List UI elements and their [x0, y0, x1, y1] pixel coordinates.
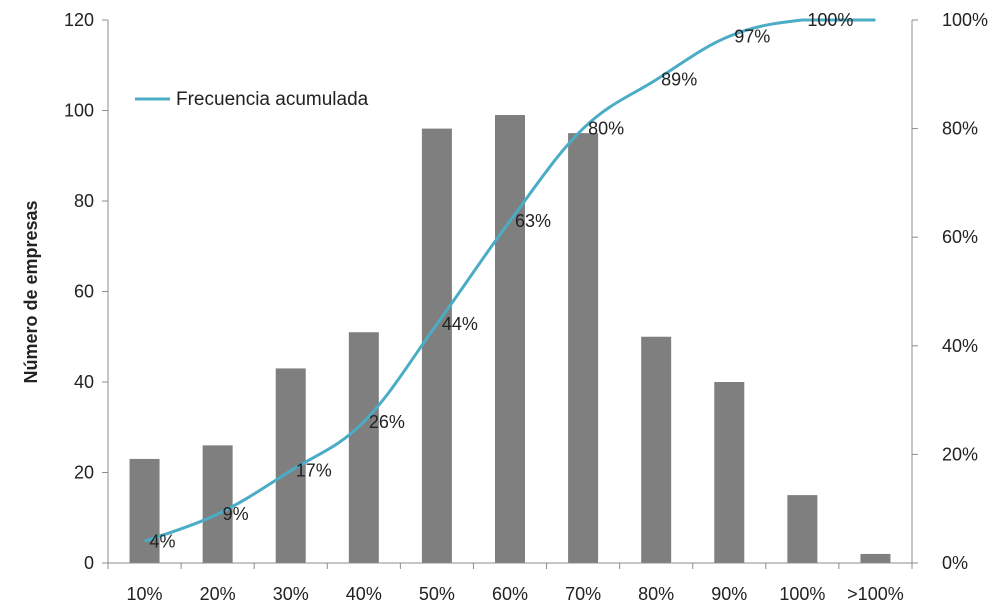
x-tick-label: 100% — [779, 584, 825, 604]
cumulative-data-label: 44% — [442, 314, 478, 334]
cumulative-data-label: 63% — [515, 211, 551, 231]
y2-tick-label: 40% — [942, 336, 978, 356]
x-tick-label: 60% — [492, 584, 528, 604]
cumulative-data-label: 26% — [369, 412, 405, 432]
y2-tick-label: 20% — [942, 444, 978, 464]
x-tick-label: 50% — [419, 584, 455, 604]
bar — [787, 495, 818, 563]
bar — [714, 382, 745, 563]
bar — [641, 336, 672, 563]
x-tick-label: 30% — [273, 584, 309, 604]
y-tick-label: 80 — [74, 191, 94, 211]
bar — [202, 445, 233, 563]
axes — [102, 19, 918, 569]
cumulative-line — [144, 18, 876, 543]
y2-tick-label: 60% — [942, 227, 978, 247]
y2-tick-label: 0% — [942, 553, 968, 573]
x-tick-label: 90% — [711, 584, 747, 604]
bar — [421, 128, 452, 563]
x-tick-label: 40% — [346, 584, 382, 604]
y-tick-label: 20 — [74, 463, 94, 483]
cumulative-data-label: 9% — [223, 504, 249, 524]
legend: Frecuencia acumulada — [135, 89, 369, 110]
bar — [860, 553, 891, 563]
cumulative-data-label: 80% — [588, 119, 624, 139]
x-tick-label: 10% — [127, 584, 163, 604]
y-tick-label: 120 — [64, 10, 94, 30]
x-tick-label: 20% — [200, 584, 236, 604]
legend-entry: Frecuencia acumulada — [176, 89, 369, 110]
y-tick-label: 60 — [74, 282, 94, 302]
cumulative-data-label: 97% — [734, 26, 770, 46]
cumulative-data-label: 100% — [807, 10, 853, 30]
x-tick-label: >100% — [847, 584, 904, 604]
x-tick-label: 80% — [638, 584, 674, 604]
data-labels: 4% 9% 17% 26% 44% 63% 80% 89% 97% 100% — [150, 10, 854, 551]
cumulative-data-label: 17% — [296, 461, 332, 481]
y-tick-label: 40 — [74, 372, 94, 392]
cumulative-line-series — [144, 18, 876, 543]
cumulative-data-label: 89% — [661, 70, 697, 90]
bar — [495, 115, 525, 564]
y2-tick-label: 100% — [942, 10, 988, 30]
bar — [129, 458, 160, 563]
y2-tick-label: 80% — [942, 119, 978, 139]
x-tick-label: 70% — [565, 584, 601, 604]
bar — [568, 133, 599, 563]
tick-labels: 0 20 40 60 80 100 120 0% 20% 40% 60% 80% 100% 10% 20% 3… — [64, 10, 988, 604]
y-tick-label: 100 — [64, 101, 94, 121]
bar — [348, 332, 379, 563]
cumulative-data-label: 4% — [150, 531, 176, 551]
bar-series — [129, 115, 891, 564]
y-axis-title: Número de empresas — [21, 200, 41, 383]
y-tick-label: 0 — [84, 553, 94, 573]
